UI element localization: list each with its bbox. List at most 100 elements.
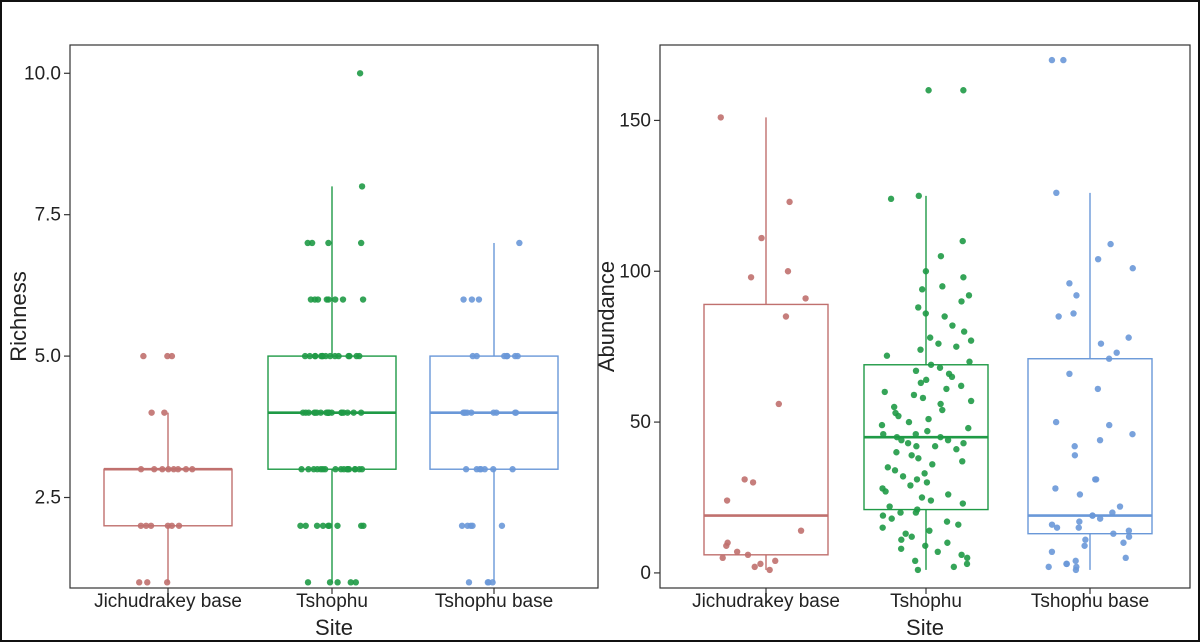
data-point [140, 352, 147, 360]
data-point [1125, 533, 1133, 540]
y-axis-title: Abundance [594, 261, 619, 372]
data-point [929, 461, 936, 468]
data-point [964, 554, 971, 562]
data-point [897, 545, 905, 552]
data-point [917, 346, 924, 353]
x-tick-label: Jichudrakey base [94, 591, 242, 612]
data-point [915, 455, 922, 462]
data-point [922, 542, 929, 549]
data-point [136, 579, 143, 586]
data-point [957, 382, 965, 390]
data-point [299, 409, 307, 416]
data-point [1120, 539, 1127, 546]
data-point [797, 527, 805, 534]
data-point [890, 403, 898, 411]
data-point [881, 388, 888, 396]
data-point [147, 522, 155, 529]
data-point [960, 87, 967, 94]
plot-area-border [659, 44, 1191, 589]
data-point [943, 385, 950, 393]
x-tick-label: Jichudrakey base [692, 591, 840, 612]
data-point [468, 409, 475, 416]
data-point [883, 352, 891, 359]
box-2 [267, 186, 397, 583]
data-point [913, 443, 920, 450]
data-point [1110, 530, 1117, 537]
data-point [165, 466, 172, 473]
data-point [1094, 255, 1102, 263]
data-point [925, 87, 932, 94]
y-tick-label: 2.5 [35, 488, 61, 509]
points-2 [878, 87, 975, 574]
data-point [509, 466, 516, 473]
data-point [501, 352, 508, 360]
data-point [137, 466, 145, 473]
data-point [326, 522, 333, 529]
data-point [921, 470, 928, 477]
data-point [511, 352, 519, 360]
data-point [161, 409, 168, 416]
data-point [168, 352, 176, 360]
data-point [1071, 452, 1079, 459]
data-point [1070, 310, 1077, 317]
data-point [918, 494, 926, 501]
data-point [1113, 349, 1120, 356]
data-point [343, 466, 351, 473]
y-tick-label: 50 [630, 412, 651, 433]
data-point [719, 554, 726, 562]
data-point [958, 551, 965, 559]
data-point [887, 195, 895, 203]
data-point [475, 296, 483, 303]
data-point [498, 522, 506, 529]
data-point [939, 406, 946, 414]
data-point [914, 566, 922, 574]
data-point [512, 409, 520, 416]
data-point [360, 522, 367, 529]
data-point [926, 527, 933, 534]
data-point [1107, 240, 1114, 248]
data-point [338, 409, 345, 416]
data-point [304, 579, 312, 586]
data-point [923, 376, 930, 384]
data-point [937, 433, 944, 441]
data-point [311, 409, 319, 416]
data-point [922, 310, 929, 317]
data-point [912, 367, 920, 374]
data-point [1055, 313, 1062, 320]
box-1 [703, 117, 829, 570]
data-point [1081, 542, 1088, 549]
data-point [324, 409, 332, 416]
data-point [802, 295, 809, 302]
box-iqr [703, 303, 829, 556]
data-point [490, 409, 497, 416]
data-point [334, 579, 341, 586]
data-point [1096, 436, 1104, 444]
data-point [749, 479, 757, 486]
data-point [137, 522, 145, 529]
points-1 [136, 352, 196, 586]
data-point [967, 397, 975, 405]
data-point [927, 497, 935, 504]
data-point [1052, 485, 1059, 492]
data-point [907, 482, 914, 489]
data-point [302, 522, 309, 529]
data-point [925, 415, 932, 423]
data-point [311, 352, 319, 360]
data-point [353, 352, 360, 360]
data-point [469, 522, 476, 529]
y-tick-label: 100 [619, 261, 651, 282]
data-point [908, 452, 915, 459]
data-point [891, 467, 899, 474]
data-point [953, 446, 960, 453]
data-point [882, 488, 889, 495]
data-point [1053, 524, 1061, 531]
data-point [1097, 340, 1105, 347]
data-point [717, 114, 724, 121]
data-point [1105, 355, 1113, 362]
data-point [934, 548, 941, 555]
data-point [1129, 430, 1136, 438]
data-point [462, 466, 470, 473]
data-point [911, 557, 919, 565]
data-point [775, 400, 783, 408]
